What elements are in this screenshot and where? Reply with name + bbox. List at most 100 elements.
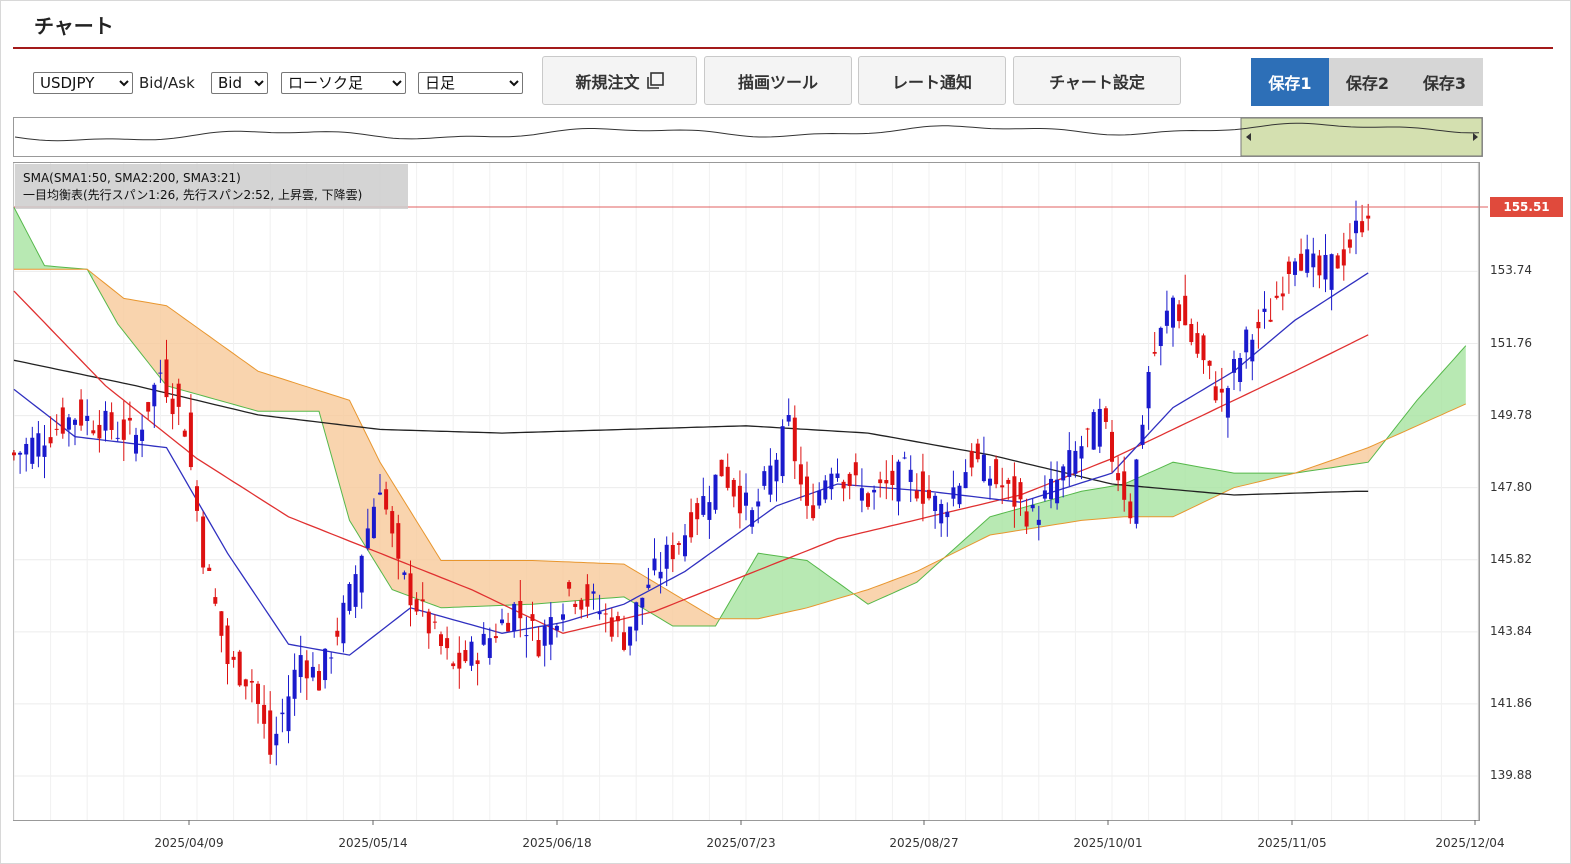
- candle: [744, 492, 748, 506]
- candle: [329, 657, 334, 659]
- candle: [683, 535, 687, 557]
- candle: [1116, 473, 1121, 481]
- candle: [12, 452, 16, 456]
- candle: [554, 625, 559, 631]
- candle: [1317, 255, 1322, 276]
- candle: [780, 426, 785, 477]
- candle: [634, 602, 639, 631]
- candle: [640, 597, 645, 608]
- candle: [920, 471, 925, 504]
- candle: [378, 492, 382, 495]
- candle: [439, 634, 443, 647]
- bid-ask-select[interactable]: Bid: [211, 72, 268, 94]
- candle: [1207, 360, 1212, 366]
- candle: [530, 614, 535, 621]
- tab-save-1[interactable]: 保存1: [1251, 58, 1329, 106]
- candle: [140, 429, 145, 441]
- chart-settings-button[interactable]: チャート設定: [1013, 56, 1181, 105]
- candle: [1311, 253, 1316, 268]
- candle: [280, 712, 285, 715]
- candle: [79, 399, 84, 426]
- candle: [1073, 450, 1078, 474]
- candle: [884, 480, 889, 484]
- candle: [1305, 249, 1310, 273]
- candle: [286, 696, 291, 732]
- candle: [1036, 519, 1041, 525]
- span-b-line: [14, 268, 1467, 620]
- candle: [689, 512, 694, 538]
- x-tick-label: 2025/04/09: [154, 836, 224, 850]
- candle: [158, 372, 163, 374]
- timeframe-select[interactable]: 日足: [418, 72, 523, 94]
- candle: [1286, 261, 1291, 275]
- span-a-line: [13, 207, 1467, 627]
- x-tick-label: 2025/11/05: [1257, 836, 1327, 850]
- candle: [219, 611, 224, 636]
- candle: [60, 407, 65, 434]
- indicator-legend[interactable]: SMA(SMA1:50, SMA2:200, SMA3:21) 一目均衡表(先行…: [15, 164, 408, 209]
- y-tick-label: 147.80: [1490, 479, 1532, 494]
- candle: [1189, 324, 1194, 343]
- candle: [1244, 329, 1249, 353]
- chart-navigator[interactable]: [13, 117, 1483, 157]
- candle: [762, 471, 767, 486]
- candle: [707, 502, 712, 520]
- candle: [432, 621, 437, 623]
- candle: [1085, 428, 1090, 430]
- candle: [524, 635, 529, 637]
- candle: [225, 625, 230, 665]
- x-tick-label: 2025/05/14: [338, 836, 408, 850]
- candle: [542, 626, 547, 646]
- candle: [1140, 424, 1145, 445]
- candle: [994, 459, 999, 485]
- candle: [969, 450, 974, 468]
- candle: [36, 433, 41, 457]
- cloud-up: [1386, 345, 1466, 440]
- drawing-tools-button[interactable]: 描画ツール: [704, 56, 852, 105]
- candle: [207, 567, 212, 571]
- candle: [561, 614, 565, 620]
- candle: [1232, 358, 1236, 373]
- chart-type-select[interactable]: ローソク足: [281, 72, 406, 94]
- candle: [658, 571, 663, 579]
- candle: [975, 443, 980, 460]
- candle: [24, 443, 29, 455]
- candle: [786, 415, 791, 422]
- candle: [420, 599, 425, 602]
- candle: [713, 474, 718, 510]
- candle: [451, 663, 456, 667]
- candle: [1238, 357, 1243, 382]
- x-tick-label: 2025/06/18: [522, 836, 592, 850]
- candle: [731, 479, 736, 497]
- cloud-up: [721, 553, 856, 619]
- candle: [841, 481, 846, 489]
- candle: [18, 452, 23, 455]
- chart-settings-label: チャート設定: [1049, 72, 1145, 92]
- candle: [317, 671, 321, 691]
- candle: [42, 445, 47, 457]
- candle: [243, 679, 248, 687]
- candle: [1158, 327, 1163, 347]
- candle: [341, 602, 346, 644]
- candle: [615, 616, 620, 622]
- candle: [872, 489, 877, 493]
- x-tick-label: 2025/07/23: [706, 836, 776, 850]
- candle: [603, 613, 608, 615]
- candle: [91, 430, 96, 434]
- candle: [1329, 254, 1334, 290]
- new-order-button[interactable]: 新規注文: [542, 56, 697, 105]
- candle: [591, 591, 596, 594]
- candle: [646, 584, 651, 588]
- tab-save-2[interactable]: 保存2: [1329, 58, 1406, 106]
- candle: [109, 412, 114, 430]
- candle: [396, 523, 401, 559]
- tab-save-3[interactable]: 保存3: [1406, 58, 1483, 106]
- candle: [951, 487, 956, 499]
- candle: [1201, 335, 1206, 361]
- candle: [231, 656, 236, 660]
- rate-alert-button[interactable]: レート通知: [858, 56, 1006, 105]
- candle: [835, 473, 840, 479]
- candle: [1250, 339, 1255, 362]
- symbol-select[interactable]: USDJPY: [33, 72, 133, 94]
